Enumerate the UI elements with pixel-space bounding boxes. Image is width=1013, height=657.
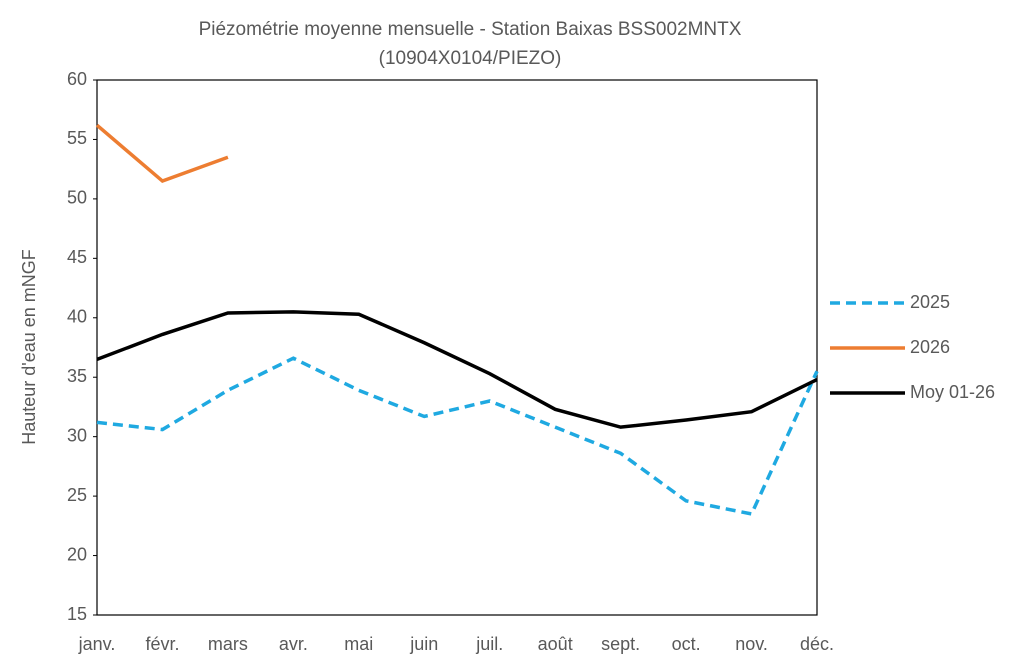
y-tick-label: 30 [67,425,87,445]
y-tick-label: 20 [67,544,87,564]
x-tick-label: sept. [601,634,640,654]
x-tick-label: déc. [800,634,834,654]
y-tick-label: 40 [67,307,87,327]
x-tick-label: janv. [78,634,116,654]
x-tick-label: mai [344,634,373,654]
legend-label: Moy 01-26 [910,382,995,402]
y-tick-label: 45 [67,247,87,267]
x-tick-label: juin [409,634,438,654]
series-line [95,123,229,184]
y-tick-label: 25 [67,485,87,505]
y-axis-label: Hauteur d'eau en mNGF [19,249,39,445]
y-tick-label: 55 [67,128,87,148]
x-tick-label: mars [208,634,248,654]
series-line [96,310,818,429]
x-tick-label: août [538,634,573,654]
chart-title: Piézométrie moyenne mensuelle - Station … [199,19,742,40]
chart-title: (10904X0104/PIEZO) [379,48,562,69]
y-tick-label: 60 [67,69,87,89]
legend-label: 2026 [910,337,950,357]
y-tick-label: 15 [67,604,87,624]
x-tick-label: juil. [475,634,503,654]
legend-label: 2025 [910,292,950,312]
y-tick-label: 35 [67,366,87,386]
x-tick-label: avr. [279,634,308,654]
x-tick-label: févr. [145,634,179,654]
x-tick-label: oct. [672,634,701,654]
x-tick-label: nov. [735,634,768,654]
series-line [96,356,819,516]
plot-frame [96,79,818,616]
y-tick-label: 50 [67,188,87,208]
